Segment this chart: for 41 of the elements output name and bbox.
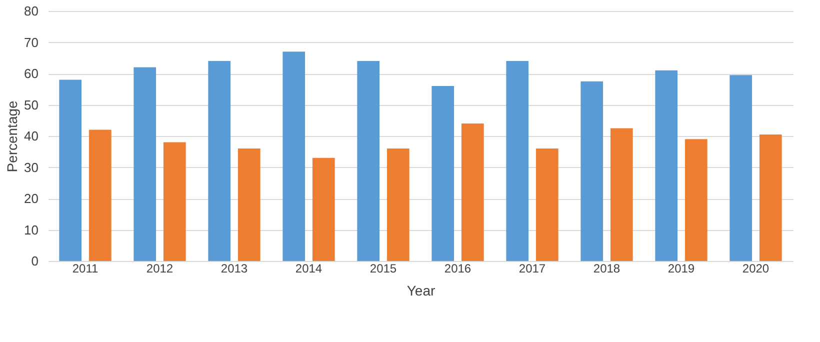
bar xyxy=(59,80,82,261)
y-tick-label: 40 xyxy=(24,128,38,144)
bar xyxy=(655,70,678,261)
bar xyxy=(432,86,454,261)
bar xyxy=(238,148,260,261)
x-tick-label: 2017 xyxy=(518,262,546,276)
x-tick-label: 2019 xyxy=(668,262,695,276)
bar xyxy=(134,67,156,261)
x-tick-label: 2014 xyxy=(295,262,322,276)
x-tick-label: 2016 xyxy=(444,262,472,276)
bar xyxy=(357,61,380,261)
x-tick-label: 2015 xyxy=(370,262,397,276)
x-tick-label: 2011 xyxy=(72,262,98,276)
y-tick-label: 60 xyxy=(24,66,38,81)
bar xyxy=(610,128,633,261)
x-tick-label: 2018 xyxy=(593,262,620,276)
y-tick-label: 10 xyxy=(24,222,38,238)
bar xyxy=(759,134,782,261)
y-tick-label: 50 xyxy=(24,97,38,112)
y-tick-label: 20 xyxy=(24,191,38,206)
bar xyxy=(312,158,335,261)
x-tick-label: 2013 xyxy=(220,262,248,276)
bar xyxy=(386,148,410,261)
bar xyxy=(536,148,558,261)
bar xyxy=(163,142,186,261)
x-tick-label: 2020 xyxy=(742,262,770,276)
bar xyxy=(506,61,529,261)
y-tick-label: 70 xyxy=(24,34,38,50)
x-axis-title: Year xyxy=(406,282,436,298)
bar xyxy=(208,61,231,261)
bar xyxy=(461,124,484,261)
x-tick-label: 2012 xyxy=(146,262,174,276)
y-axis-title: Percentage xyxy=(4,100,20,172)
bar xyxy=(684,139,708,261)
y-tick-label: 80 xyxy=(24,4,38,18)
bar xyxy=(730,75,752,261)
y-tick-label: 0 xyxy=(31,254,38,268)
bar xyxy=(580,81,604,261)
y-tick-label: 30 xyxy=(24,160,38,175)
bar xyxy=(88,130,112,261)
bar xyxy=(282,52,306,261)
